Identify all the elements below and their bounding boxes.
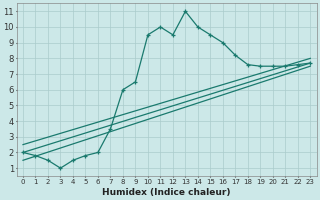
X-axis label: Humidex (Indice chaleur): Humidex (Indice chaleur) xyxy=(102,188,231,197)
